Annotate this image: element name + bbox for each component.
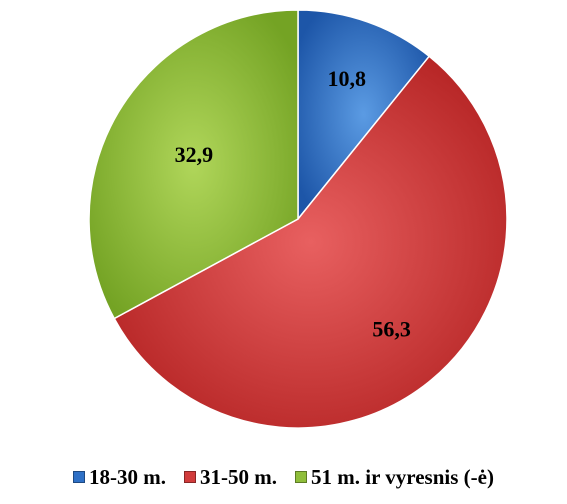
legend-label-3: 51 m. ir vyresnis (-ė)	[311, 464, 494, 489]
pie-slice-1	[297, 9, 431, 222]
legend-item-1: 18-30 m.	[73, 465, 166, 490]
legend-swatch-3	[295, 471, 308, 483]
legend-swatch-2	[184, 471, 197, 483]
pie-slices	[88, 9, 508, 429]
pie-slice-3	[88, 9, 299, 320]
legend-swatch-1	[73, 471, 86, 483]
legend-item-2: 31-50 m.	[184, 465, 277, 490]
legend-label-2: 31-50 m.	[200, 464, 278, 489]
data-label-3: 32,9	[175, 142, 214, 167]
legend-label-1: 18-30 m.	[89, 464, 167, 489]
pie-data-labels: 10,8 56,3 32,9	[175, 66, 411, 341]
data-label-2: 56,3	[372, 316, 411, 341]
chart-legend: 18-30 m. 31-50 m. 51 m. ir vyresnis (-ė)	[0, 460, 567, 494]
pie-slice-2	[113, 55, 508, 429]
data-label-1: 10,8	[327, 66, 366, 91]
legend-item-3: 51 m. ir vyresnis (-ė)	[295, 465, 494, 490]
